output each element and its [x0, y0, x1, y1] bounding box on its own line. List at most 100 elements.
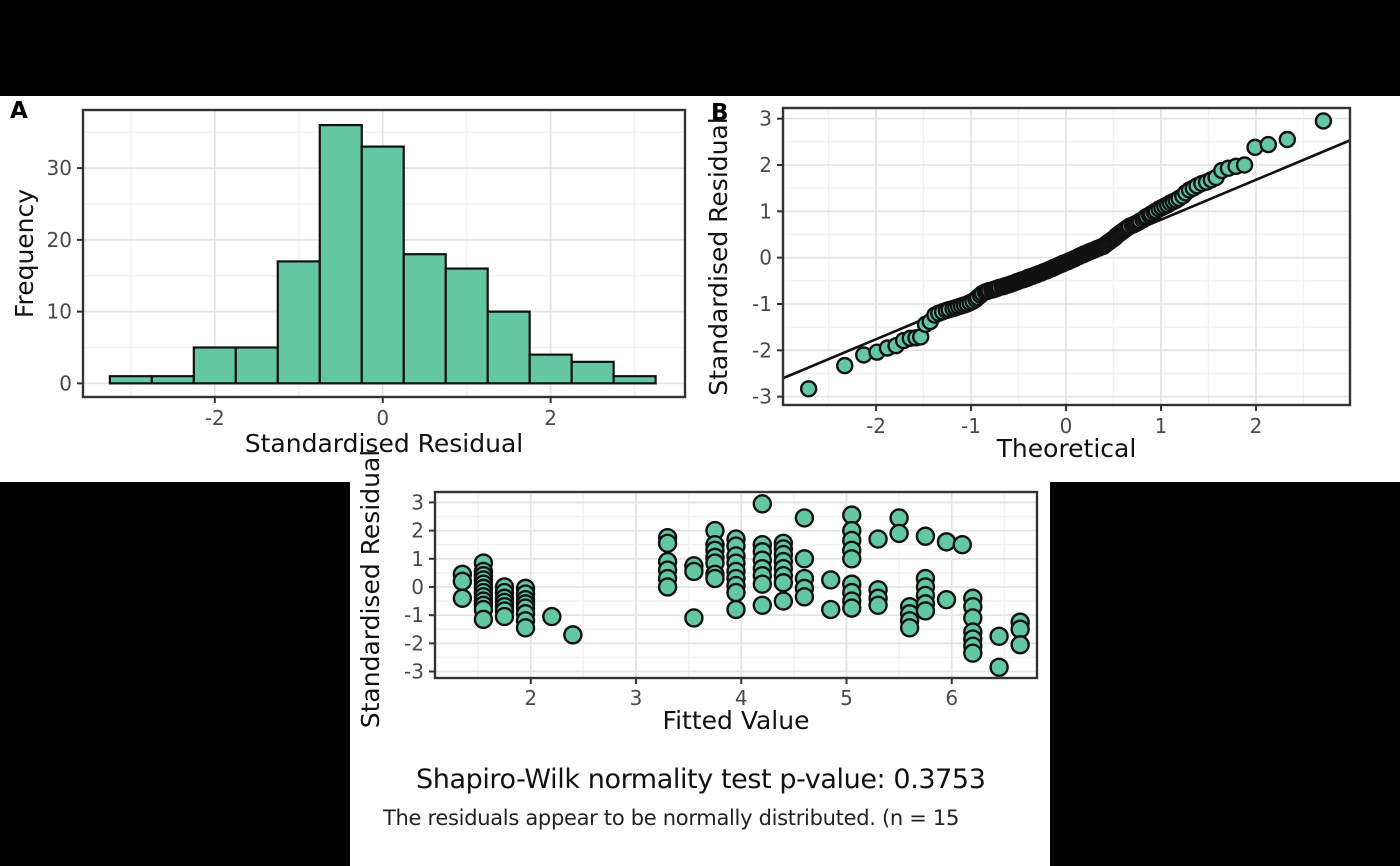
data-point [1278, 130, 1297, 149]
data-point [889, 523, 909, 544]
data-point [952, 535, 972, 555]
y-tick-label: 2 [759, 153, 772, 177]
data-point [657, 533, 678, 553]
y-tick-label: 0 [759, 246, 772, 270]
y-tick-label: -1 [404, 603, 424, 627]
data-point [1314, 112, 1333, 130]
y-tick-label: -3 [404, 660, 424, 684]
y-tick-label: 1 [411, 547, 424, 571]
y-tick-label: 20 [47, 228, 72, 252]
x-tick-label: 0 [376, 406, 389, 430]
histogram-bar [150, 375, 195, 385]
data-point [899, 618, 920, 638]
data-point [799, 380, 818, 398]
data-point [794, 587, 815, 607]
panel-border [433, 490, 1039, 680]
data-point [868, 529, 888, 549]
y-tick-label: 1 [759, 199, 772, 223]
scatter-points [799, 112, 1333, 398]
caption-interpretation: The residuals appear to be normally dist… [383, 806, 960, 830]
histogram-bar [402, 253, 447, 385]
data-point [989, 626, 1009, 646]
panel-c-ylabel: Standardised Residual [356, 449, 385, 729]
histogram-bar [276, 260, 321, 385]
data-point [752, 595, 773, 615]
caption-shapiro-pvalue: Shapiro-Wilk normality test p-value: 0.3… [416, 764, 986, 795]
data-point [752, 574, 773, 594]
panel-border [81, 108, 687, 399]
data-point [473, 609, 494, 630]
x-tick-label: 5 [840, 686, 853, 710]
data-point [452, 571, 473, 592]
histogram-bar [528, 353, 573, 385]
data-point [542, 606, 562, 627]
panel-a-tag: A [10, 98, 28, 124]
data-point [794, 549, 815, 569]
y-tick-label: -2 [404, 631, 424, 655]
data-point [515, 618, 536, 638]
y-tick-label: -1 [752, 292, 772, 316]
x-tick-label: 4 [735, 686, 748, 710]
data-point [842, 598, 862, 618]
data-point [1235, 156, 1254, 174]
y-axis-title: Frequency [10, 189, 39, 318]
x-axis-title: Fitted Value [663, 706, 810, 735]
y-tick-label: 30 [47, 156, 72, 180]
data-point [794, 508, 815, 528]
data-point [726, 599, 746, 620]
histogram-bar [444, 267, 489, 385]
data-point [773, 573, 794, 593]
x-axis-title: Theoretical [996, 434, 1137, 463]
data-point [821, 599, 841, 620]
data-point [726, 582, 746, 603]
data-point [705, 568, 725, 589]
data-point [657, 577, 678, 597]
data-point [494, 606, 515, 627]
y-tick-label: 2 [411, 519, 424, 543]
histogram-bar [360, 145, 405, 385]
data-point [773, 591, 794, 611]
data-point [936, 589, 957, 610]
data-point [963, 643, 983, 663]
data-point [563, 625, 583, 645]
x-tick-label: 6 [945, 686, 958, 710]
histogram-bar [318, 123, 363, 385]
x-tick-label: 2 [544, 406, 557, 430]
data-point [936, 532, 957, 552]
x-tick-label: -2 [866, 414, 886, 438]
top-white-region: -2 0 2 0 10 20 30 Standardised Residual Frequenc… [0, 96, 1400, 482]
data-point [842, 549, 862, 569]
y-tick-label: 0 [411, 575, 424, 599]
axis-ticks-and-labels: -2 -1 0 1 2 -3 -2 -1 0 1 2 3 [752, 107, 1262, 438]
y-axis-title: Standardised Residual [704, 117, 733, 395]
y-tick-label: -3 [752, 385, 772, 409]
histogram-bar [192, 346, 237, 385]
y-tick-label: 3 [759, 107, 772, 131]
axis-ticks-and-labels: 2 3 4 5 6 -3 -2 -1 0 1 2 3 [404, 490, 958, 710]
data-point [868, 595, 888, 615]
x-tick-label: 3 [630, 686, 643, 710]
x-tick-label: -2 [205, 406, 225, 430]
histogram-bar [612, 375, 657, 385]
data-point [915, 601, 936, 621]
x-tick-label: 0 [1060, 414, 1073, 438]
panel-c-scatter: 2 3 4 5 6 -3 -2 -1 0 1 2 3 Fitted Value [404, 490, 1039, 735]
data-point [989, 657, 1009, 677]
data-point [752, 494, 773, 514]
data-point [684, 561, 704, 582]
y-tick-label: 10 [47, 300, 72, 324]
histogram-bar [108, 375, 153, 385]
scatter-points [452, 494, 1030, 677]
panel-b-qqplot: -2 -1 0 1 2 -3 -2 -1 0 1 2 3 Theoretical Standardised… [704, 107, 1352, 463]
x-tick-label: 1 [1155, 414, 1168, 438]
data-point [821, 570, 841, 590]
bottom-white-region: 2 3 4 5 6 -3 -2 -1 0 1 2 3 Fitted Value Shapiro-Wilk… [350, 482, 1050, 866]
y-tick-label: -2 [752, 338, 772, 362]
y-tick-label: 3 [411, 490, 424, 514]
data-point [452, 588, 473, 608]
data-point [684, 608, 704, 628]
x-tick-label: -1 [961, 414, 981, 438]
